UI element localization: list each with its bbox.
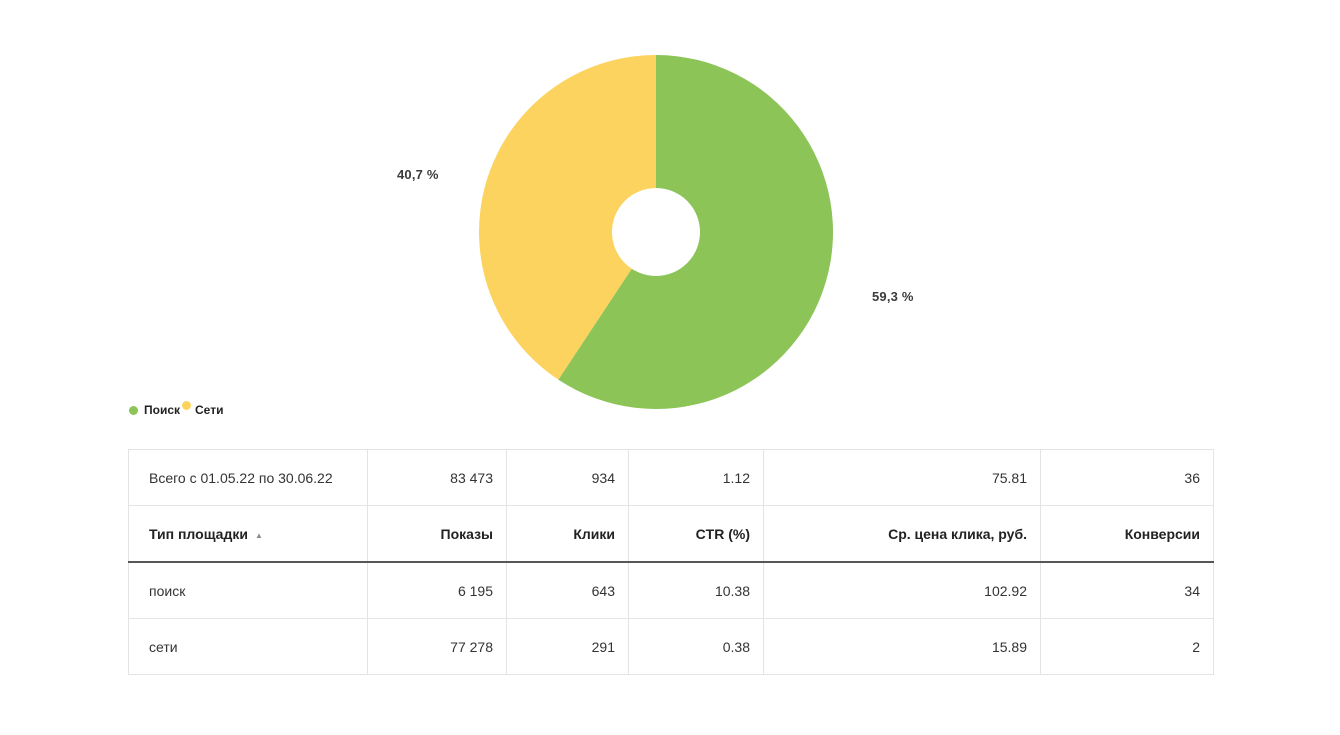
cell-ctr: 10.38: [628, 561, 764, 619]
legend-dot-poisk-icon: [129, 405, 138, 415]
column-header-conversions[interactable]: Конверсии: [1040, 505, 1214, 563]
legend-item-seti[interactable]: Сети: [180, 400, 224, 417]
traffic-split-chart-area: 40,7 % 59,3 % Поиск Сети: [129, 54, 914, 417]
totals-ctr: 1.12: [628, 449, 764, 506]
sort-asc-icon: ▲: [254, 530, 263, 540]
pie-label-seti: 40,7 %: [397, 167, 439, 182]
header-row: Тип площадки ▲ Показы Клики CTR (%) Ср. ц…: [128, 505, 1214, 563]
chart-legend: Поиск Сети: [129, 400, 224, 417]
cell-clicks: 291: [506, 618, 629, 675]
totals-clicks: 934: [506, 449, 629, 506]
cell-avg-cpc: 102.92: [763, 561, 1041, 619]
table-row: сети 77 278 291 0.38 15.89 2: [128, 618, 1214, 675]
table-row: поиск 6 195 643 10.38 102.92 34: [128, 561, 1214, 619]
cell-ctr: 0.38: [628, 618, 764, 675]
column-header-impressions[interactable]: Показы: [367, 505, 507, 563]
column-header-platform-type-label: Тип площадки: [149, 525, 248, 542]
legend-item-poisk[interactable]: Поиск: [129, 403, 180, 417]
donut-hole: [612, 188, 700, 276]
cell-platform-type: поиск: [128, 561, 368, 619]
cell-avg-cpc: 15.89: [763, 618, 1041, 675]
cell-clicks: 643: [506, 561, 629, 619]
cell-conversions: 2: [1040, 618, 1214, 675]
report-table: Всего с 01.05.22 по 30.06.22 83 473 934 …: [128, 449, 1214, 675]
donut-chart: [478, 54, 833, 410]
legend-label-seti: Сети: [195, 403, 224, 417]
legend-dot-seti-icon: [182, 400, 192, 410]
column-header-platform-type[interactable]: Тип площадки ▲: [128, 505, 368, 563]
totals-conversions: 36: [1040, 449, 1214, 506]
totals-row: Всего с 01.05.22 по 30.06.22 83 473 934 …: [128, 449, 1214, 506]
column-header-clicks[interactable]: Клики: [506, 505, 629, 563]
totals-impressions: 83 473: [367, 449, 507, 506]
pie-slice-2: [478, 54, 656, 380]
column-header-ctr[interactable]: CTR (%): [628, 505, 764, 563]
cell-impressions: 6 195: [367, 561, 507, 619]
column-header-avg-cpc[interactable]: Ср. цена клика, руб.: [763, 505, 1041, 563]
totals-label: Всего с 01.05.22 по 30.06.22: [128, 449, 368, 506]
pie-label-poisk: 59,3 %: [872, 289, 914, 304]
cell-platform-type: сети: [128, 618, 368, 675]
cell-impressions: 77 278: [367, 618, 507, 675]
totals-avg-cpc: 75.81: [763, 449, 1041, 506]
cell-conversions: 34: [1040, 561, 1214, 619]
legend-label-poisk: Поиск: [144, 403, 181, 417]
